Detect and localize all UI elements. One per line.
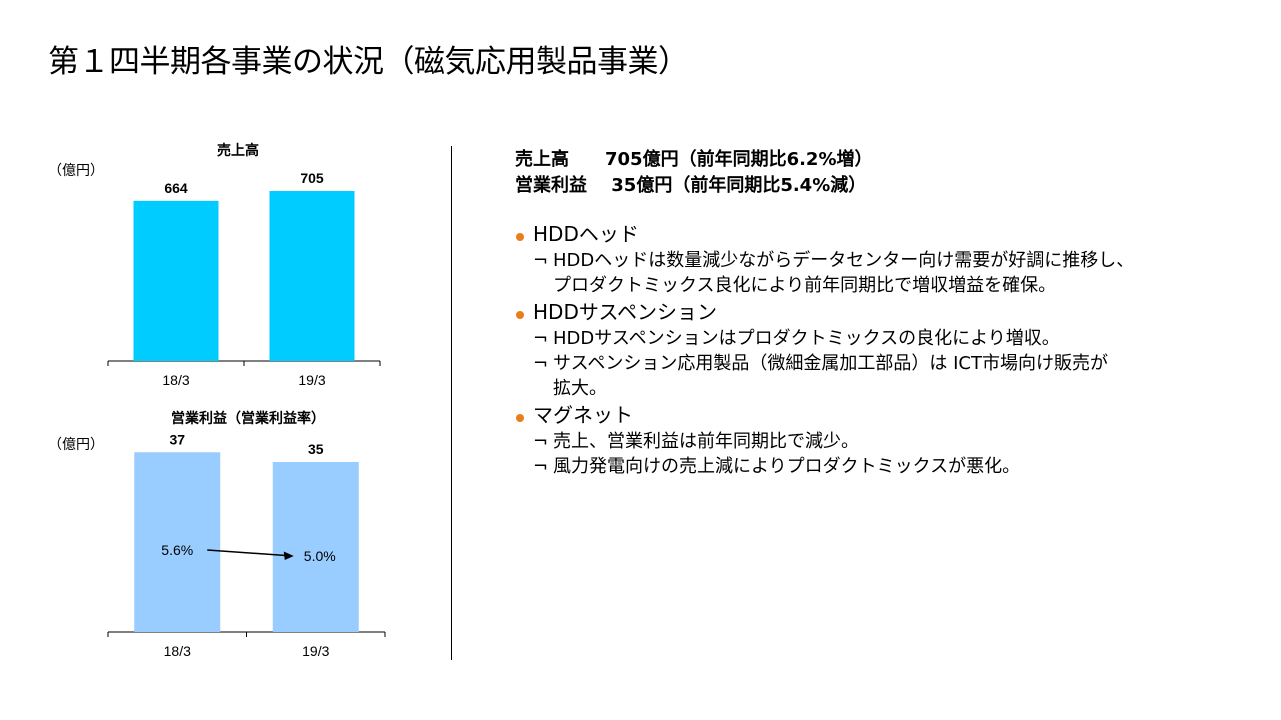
section-heading-text: HDDヘッド <box>533 222 639 246</box>
section-item: ¬ HDDサスペンションはプロダクトミックスの良化により増収。 <box>515 326 1255 351</box>
sales-tick-label: 18/3 <box>162 372 189 388</box>
sub-bullet-icon: ¬ <box>533 250 549 271</box>
bullet-dot-icon <box>516 414 524 422</box>
section-item-text: 売上、営業利益は前年同期比で減少。 <box>553 431 859 452</box>
profit-tick-label: 18/3 <box>164 643 191 659</box>
profit-margin-label: 5.6% <box>161 542 193 558</box>
summary-sales: 売上高 705億円（前年同期比6.2%増） <box>515 149 873 170</box>
bullet-dot-icon <box>516 311 524 319</box>
sales-chart-title: 売上高 <box>217 143 259 159</box>
sales-bar-18-3 <box>133 200 219 361</box>
sales-data-label: 705 <box>300 170 324 186</box>
summary-profit: 営業利益 35億円（前年同期比5.4%減） <box>515 175 867 196</box>
profit-arrow-head <box>283 551 294 560</box>
section-item: ¬ HDDヘッドは数量減少ながらデータセンター向け需要が好調に推移し、 プロダクト… <box>515 248 1255 298</box>
profit-data-label: 37 <box>169 431 185 447</box>
bullet-list: HDDヘッド ¬ HDDヘッドは数量減少ながらデータセンター向け需要が好調に推移し、… <box>515 220 1255 479</box>
sub-bullet-icon: ¬ <box>533 456 549 477</box>
section-item-text: HDDヘッドは数量減少ながらデータセンター向け需要が好調に推移し、 プロダクトミ… <box>553 250 1135 296</box>
section-item: ¬ サスペンション応用製品（微細金属加工部品）は ICT市場向け販売が 拡大。 <box>515 351 1255 401</box>
section-item-text: HDDサスペンションはプロダクトミックスの良化により増収。 <box>553 328 1060 349</box>
sub-bullet-icon: ¬ <box>533 431 549 452</box>
section-heading-text: マグネット <box>533 403 633 427</box>
section-heading-text: HDDサスペンション <box>533 300 718 324</box>
profit-margin-label: 5.0% <box>304 548 336 564</box>
section-item-text: サスペンション応用製品（微細金属加工部品）は ICT市場向け販売が 拡大。 <box>553 353 1108 399</box>
sales-data-label: 664 <box>164 180 188 196</box>
profit-bar-19-3 <box>272 462 359 632</box>
profit-trend-arrow <box>207 549 286 557</box>
section-item: ¬ 風力発電向けの売上減によりプロダクトミックスが悪化。 <box>515 454 1255 479</box>
vertical-divider <box>451 146 452 660</box>
sales-tick-label: 19/3 <box>298 372 325 388</box>
profit-chart-unit: （億円） <box>48 437 104 453</box>
profit-data-label: 35 <box>308 441 324 457</box>
sub-bullet-icon: ¬ <box>533 353 549 374</box>
section-item-text: 風力発電向けの売上減によりプロダクトミックスが悪化。 <box>553 456 1021 477</box>
sales-chart-unit: （億円） <box>48 163 104 179</box>
sales-bar-19-3 <box>269 190 355 361</box>
section-heading: HDDサスペンション <box>515 298 1255 326</box>
summary: 売上高 705億円（前年同期比6.2%増） 営業利益 35億円（前年同期比5.4%… <box>515 147 873 199</box>
section-heading: マグネット <box>515 401 1255 429</box>
bullet-dot-icon <box>516 233 524 241</box>
section-heading: HDDヘッド <box>515 220 1255 248</box>
profit-tick-label: 19/3 <box>302 643 329 659</box>
section-item: ¬ 売上、営業利益は前年同期比で減少。 <box>515 429 1255 454</box>
sub-bullet-icon: ¬ <box>533 328 549 349</box>
page-title: 第１四半期各事業の状況（磁気応用製品事業） <box>48 44 689 80</box>
profit-bar-18-3 <box>134 452 221 632</box>
profit-chart-title: 営業利益（営業利益率） <box>171 411 325 427</box>
